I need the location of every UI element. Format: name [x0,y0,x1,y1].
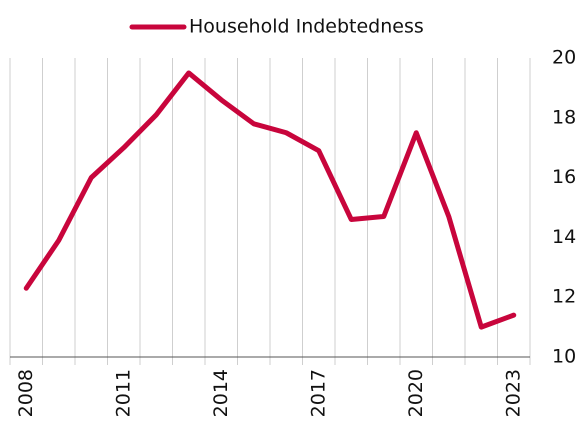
legend-label: Household Indebtedness [189,16,424,38]
y-tick-label: 18 [552,106,576,128]
x-tick-label: 2008 [15,369,37,417]
x-tick-label: 2011 [112,369,134,417]
y-tick-label: 12 [552,286,576,308]
x-tick-label: 2017 [307,369,329,417]
x-tick-label: 2014 [210,369,232,417]
y-tick-label: 20 [552,47,576,69]
y-tick-label: 16 [552,166,576,188]
line-series [23,70,517,330]
x-tick-label: 2023 [502,369,524,417]
x-tick-label: 2020 [405,369,427,417]
y-tick-label: 14 [552,226,576,248]
y-tick-label: 10 [552,346,576,368]
